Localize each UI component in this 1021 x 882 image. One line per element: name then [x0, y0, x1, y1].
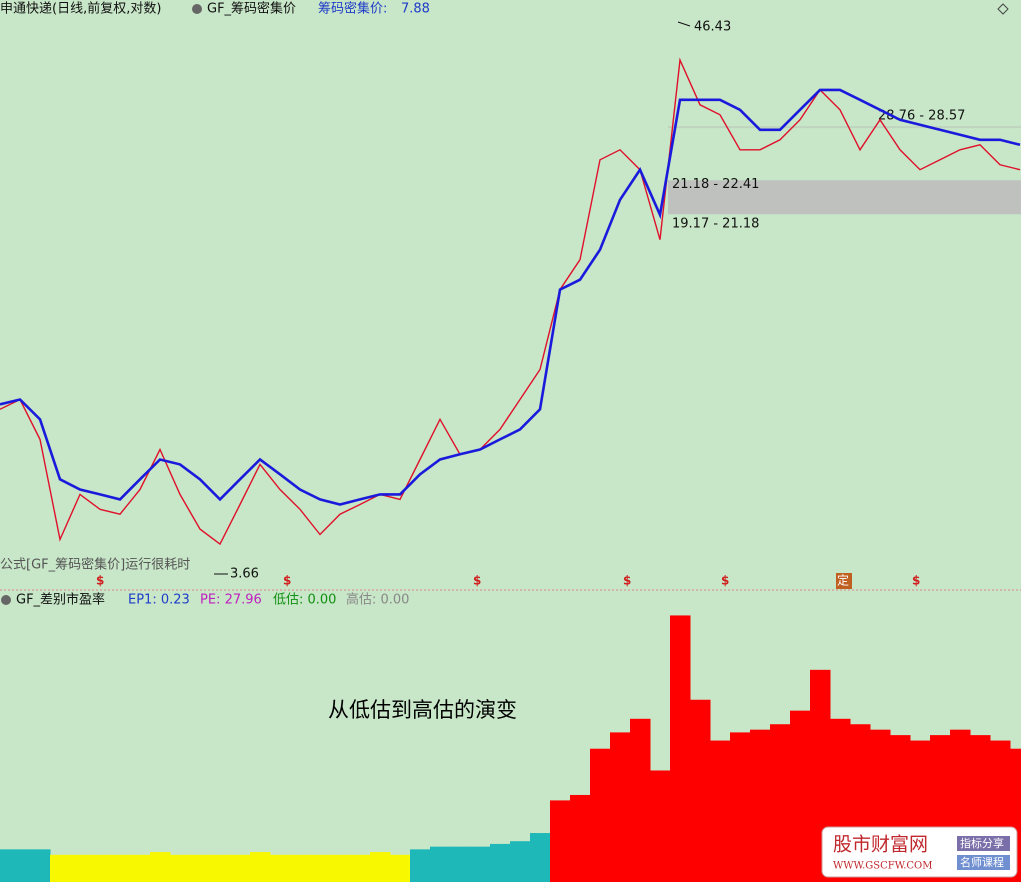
pe-bar [490, 843, 511, 882]
pe: PE: 27.96 [200, 593, 262, 608]
pe-bar [410, 849, 431, 882]
pe-bar [430, 846, 451, 882]
logo-name: 股市财富网 [833, 834, 928, 856]
logo-tag: 指标分享 [960, 836, 1004, 850]
header-value: 7.88 [401, 2, 430, 17]
high-estimate: 高估: 0.00 [346, 592, 409, 608]
band-label: 21.18 - 22.41 [672, 177, 759, 192]
logo-tag-bg [957, 855, 1010, 870]
pe-bar [190, 854, 211, 882]
fixed-marker: 定 [837, 573, 849, 588]
price-line [0, 57, 1021, 546]
overlay-text: 从低估到高估的演变 [328, 698, 517, 722]
pe-bar [210, 854, 231, 882]
pe-bar [110, 854, 131, 882]
pe-bar [470, 846, 491, 882]
pe-bar [790, 710, 811, 882]
logo-tag: 名师课程 [960, 855, 1004, 869]
pe-bar [0, 849, 11, 882]
pe-bar [650, 770, 671, 882]
price-band [668, 180, 1021, 193]
pe-bar [330, 854, 351, 882]
dollar-marker: $ [912, 574, 920, 588]
pe-bar [70, 854, 91, 882]
pe-bar [530, 833, 551, 882]
pe-bar [670, 615, 691, 882]
pe-bar [1010, 748, 1021, 882]
pe-bar [50, 854, 71, 882]
pe-bar [270, 854, 291, 882]
pe-bar [570, 794, 591, 882]
pe-bar [130, 854, 151, 882]
high-pointer [677, 21, 691, 27]
header-indicator: GF_筹码密集价 [207, 1, 296, 17]
ep1: EP1: 0.23 [128, 593, 190, 608]
logo-url: WWW.GSCFW.COM [833, 861, 933, 872]
note: 公式[GF_筹码密集价]运行很耗时 [0, 557, 190, 573]
dollar-marker: $ [623, 574, 631, 588]
pe-bar [610, 732, 631, 882]
pe-bar [450, 846, 471, 882]
pe-bar [150, 852, 171, 882]
pe-bar [510, 841, 531, 882]
pe-bar [550, 800, 571, 882]
pe-bar [230, 854, 251, 882]
pe-bar [770, 724, 791, 882]
pe-bar [30, 849, 51, 882]
diamond-icon[interactable] [997, 3, 1009, 15]
dollar-marker: $ [473, 574, 481, 588]
chip-line [0, 88, 1021, 506]
pe-bar [90, 854, 111, 882]
pe-bar [390, 854, 411, 882]
pe-bar [590, 748, 611, 882]
band-label: 19.17 - 21.18 [672, 217, 759, 232]
dollar-marker: $ [283, 574, 291, 588]
pe-bar [630, 718, 651, 882]
pe-bar [730, 732, 751, 882]
pe-bar [690, 699, 711, 882]
header-title: 申通快递(日线,前复权,对数) [0, 1, 161, 17]
pe-bar [370, 852, 391, 882]
price-band [668, 126, 1021, 129]
pe-bar [350, 854, 371, 882]
low-label: 3.66 [230, 566, 259, 581]
fixed-marker-bg [836, 573, 852, 589]
high-label: 46.43 [694, 20, 731, 35]
low-estimate: 低估: 0.00 [273, 593, 336, 608]
pe-bar [170, 854, 191, 882]
icon [192, 4, 202, 14]
price-band [668, 192, 1021, 215]
dollar-marker: $ [96, 574, 104, 588]
dollar-marker: $ [721, 574, 729, 588]
icon [1, 595, 11, 605]
pe-bar [250, 852, 271, 882]
lower-indicator: GF_差别市盈率 [16, 592, 105, 608]
pe-bar [10, 849, 31, 882]
pe-bar [710, 740, 731, 882]
header-value-label: 筹码密集价: [318, 1, 387, 17]
pe-bar [750, 729, 771, 882]
pe-bar [310, 854, 331, 882]
logo-tag-bg [957, 836, 1010, 851]
pe-bar [290, 854, 311, 882]
